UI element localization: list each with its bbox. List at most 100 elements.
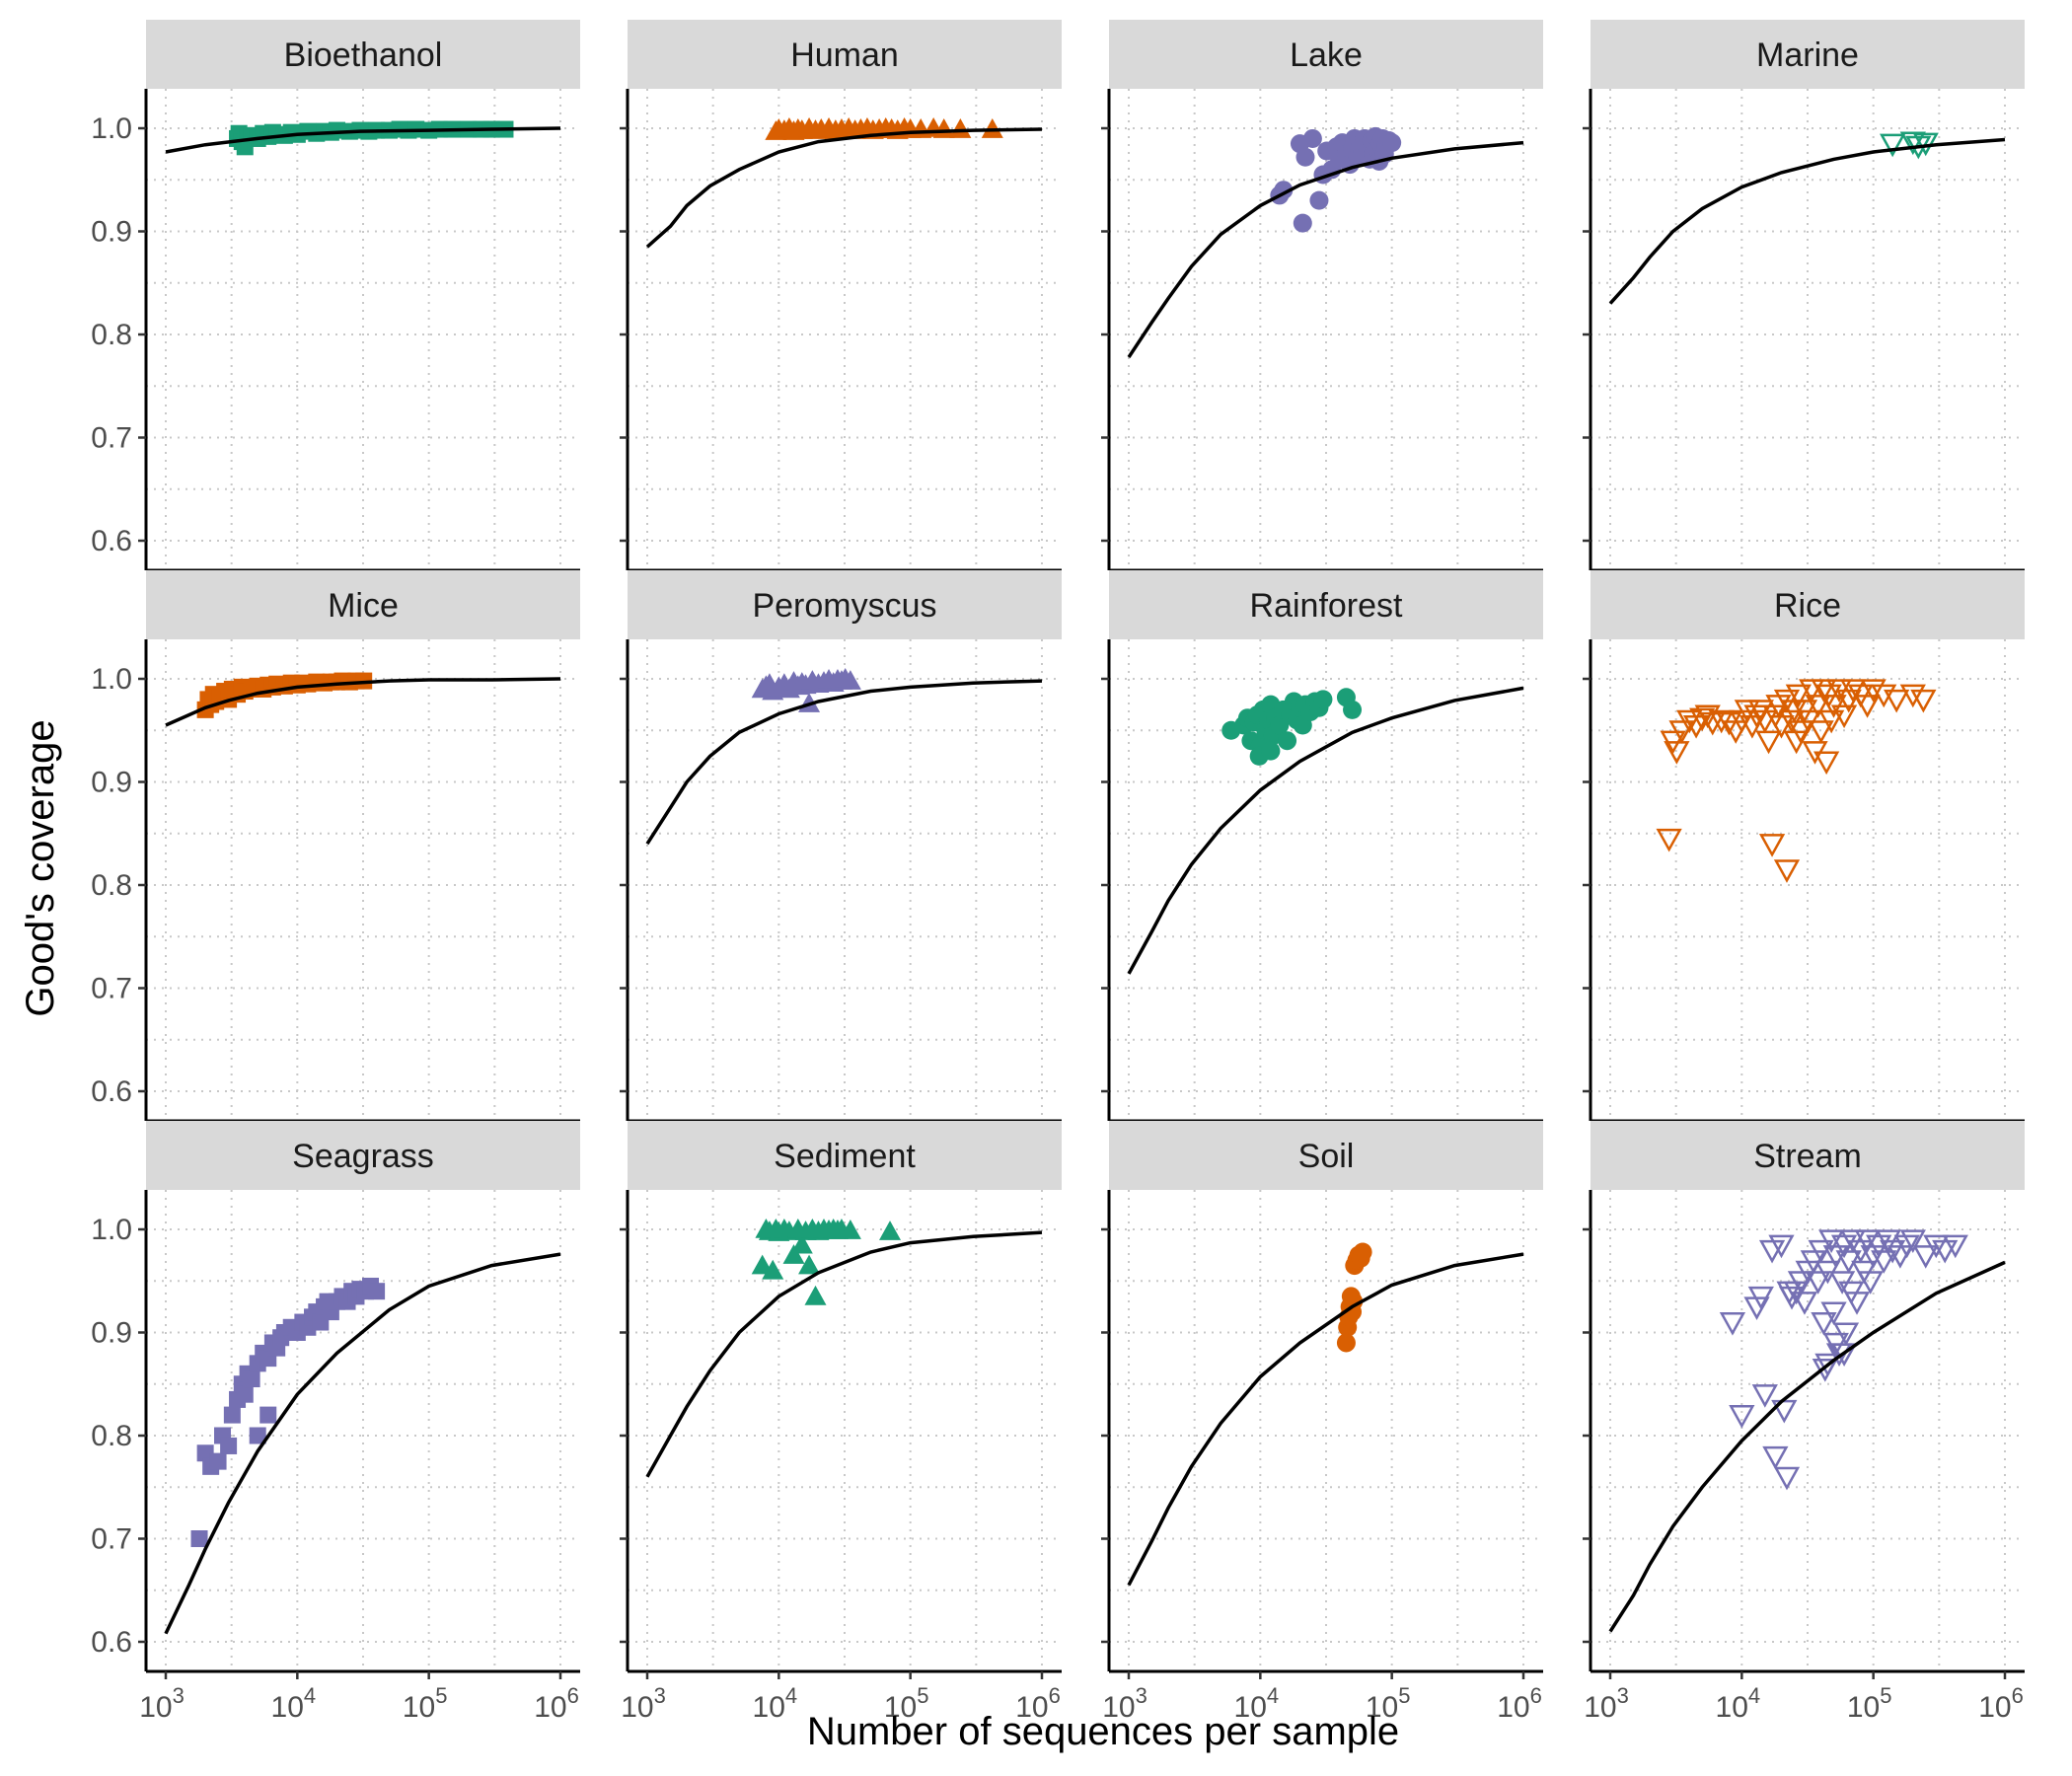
data-point (328, 121, 345, 139)
data-point (1893, 1234, 1920, 1259)
facet-strip (628, 20, 1062, 89)
facet-panel-rice: Rice (1583, 570, 2025, 1129)
data-point (762, 1259, 784, 1280)
data-point (259, 1406, 277, 1424)
x-tick-label: 104 (271, 1683, 317, 1724)
data-point (223, 1406, 241, 1424)
facet-strip (628, 570, 1062, 639)
data-point (1768, 714, 1795, 739)
data-point (1336, 1333, 1356, 1353)
data-points (1656, 679, 1937, 883)
gridlines (146, 89, 580, 570)
fit-curve (165, 126, 561, 154)
data-point (1932, 1239, 1959, 1264)
data-point (1755, 730, 1782, 755)
facet-panel-stream: Stream 103 104 105 106 (1583, 1121, 2025, 1724)
data-point (1751, 709, 1778, 734)
data-point (1353, 1242, 1372, 1262)
data-point (1343, 700, 1363, 719)
x-tick-label: 104 (1716, 1683, 1761, 1724)
data-points (196, 672, 373, 718)
x-tick-label: 106 (1497, 1683, 1542, 1724)
data-points (190, 1277, 386, 1547)
y-tick-label: 1.0 (91, 112, 132, 145)
y-tick-label: 0.9 (91, 1317, 132, 1350)
y-tick-label: 0.6 (91, 1626, 132, 1659)
facet-strip-label: Mice (328, 587, 399, 625)
data-point (1302, 128, 1322, 148)
facet-strip (1591, 20, 2025, 89)
data-point (1899, 684, 1926, 708)
gridlines (628, 89, 1062, 570)
data-point (1668, 720, 1695, 744)
data-point (1773, 1466, 1801, 1491)
y-tick-label: 0.7 (91, 1523, 132, 1556)
y-tick-label: 0.9 (91, 216, 132, 249)
data-point (981, 118, 1003, 138)
facet-strip (1591, 1121, 2025, 1190)
gridlines (628, 639, 1062, 1121)
facet-panel-sediment: Sediment 103 104 105 106 (620, 1121, 1062, 1724)
facet-strip-label: Human (790, 37, 899, 74)
gridlines (1591, 1190, 2025, 1671)
data-point (1787, 720, 1814, 744)
facet-strip (1591, 570, 2025, 639)
data-point (839, 1220, 861, 1239)
facet-strip-label: Peromyscus (752, 587, 936, 625)
x-tick-label: 105 (403, 1683, 448, 1724)
data-points (751, 1219, 902, 1305)
data-point (839, 670, 861, 690)
data-point (1785, 684, 1812, 708)
data-point (782, 1244, 805, 1264)
data-point (1313, 690, 1333, 709)
fit-curve (1127, 1252, 1524, 1587)
data-points (1336, 1242, 1372, 1353)
data-point (249, 1427, 266, 1444)
facet-panel-lake: Lake (1101, 20, 1543, 578)
y-tick-label: 0.8 (91, 869, 132, 902)
x-tick-label: 103 (1584, 1683, 1629, 1724)
facet-strip (146, 20, 580, 89)
data-point (1768, 1234, 1795, 1259)
data-point (1910, 689, 1937, 713)
data-point (1860, 679, 1887, 703)
data-point (1758, 834, 1786, 857)
facet-strip (146, 1121, 580, 1190)
data-point (804, 1285, 827, 1305)
data-point (1811, 1312, 1837, 1336)
data-point (1811, 679, 1837, 703)
data-point (190, 1530, 208, 1547)
data-point (1887, 1245, 1914, 1269)
data-point (1689, 707, 1716, 732)
data-point (1716, 711, 1742, 736)
x-tick-label: 106 (534, 1683, 579, 1724)
facet-strip (1109, 570, 1543, 639)
facet-strip-label: Marine (1756, 37, 1859, 74)
data-point (1839, 679, 1867, 703)
facet-panel-marine: Marine (1583, 20, 2025, 578)
data-point (1751, 1384, 1778, 1408)
facet-strip-label: Bioethanol (284, 37, 443, 74)
data-point (1676, 709, 1703, 734)
data-point (236, 1385, 254, 1403)
x-tick-label: 105 (884, 1683, 929, 1724)
facet-strip-label: Soil (1298, 1138, 1355, 1175)
data-point (196, 1444, 214, 1462)
facet-panel-mice: Mice 0.6 0.7 0.8 0.9 1.0 (91, 570, 580, 1129)
fit-curve (1608, 137, 2006, 305)
y-tick-label: 0.7 (91, 422, 132, 455)
x-tick-label: 105 (1847, 1683, 1892, 1724)
data-point (949, 118, 972, 138)
facet-strip-label: Rainforest (1250, 587, 1404, 625)
data-point (1814, 1353, 1841, 1377)
fit-curve (164, 1252, 561, 1635)
y-tick-label: 0.7 (91, 973, 132, 1005)
facet-strip-label: Sediment (774, 1138, 916, 1175)
x-tick-label: 104 (753, 1683, 798, 1724)
y-tick-label: 1.0 (91, 1214, 132, 1246)
y-tick-label: 0.6 (91, 525, 132, 557)
data-point (209, 1452, 227, 1470)
facet-panel-peromyscus: Peromyscus (620, 570, 1062, 1129)
facet-strip-label: Lake (1290, 37, 1363, 74)
